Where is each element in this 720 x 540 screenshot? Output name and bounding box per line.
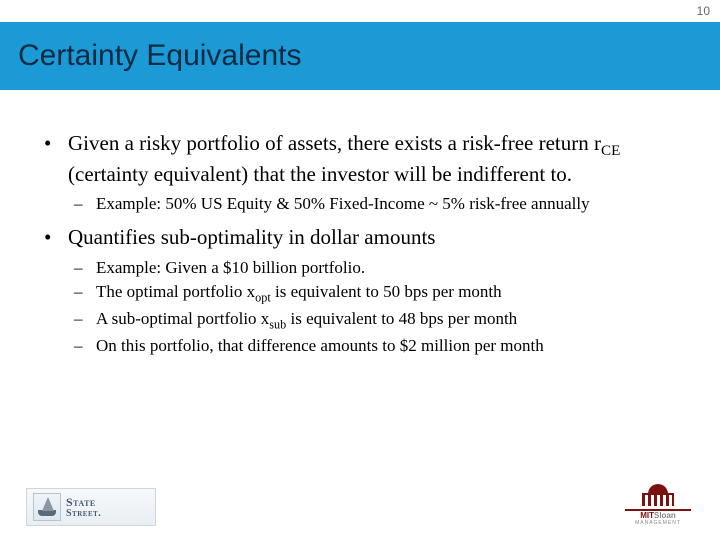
slide-title: Certainty Equivalents — [18, 39, 301, 73]
subscript: opt — [255, 291, 271, 305]
sub-bullet-list: Example: 50% US Equity & 50% Fixed-Incom… — [68, 193, 690, 216]
bullet-item: Given a risky portfolio of assets, there… — [40, 130, 690, 216]
mitsloan-sub: MANAGEMENT — [635, 520, 681, 526]
statestreet-text: State Street. — [66, 496, 101, 519]
mitsloan-logo: MITSloan MANAGEMENT — [622, 484, 694, 526]
footer: State Street. MITSloan MANAGEMENT — [0, 482, 720, 526]
subscript: CE — [601, 143, 620, 159]
title-bar: Certainty Equivalents — [0, 22, 720, 90]
sloan-label: Sloan — [654, 511, 676, 520]
statestreet-line1: State — [66, 496, 101, 508]
sub-bullet-list: Example: Given a $10 billion portfolio.T… — [68, 257, 690, 359]
sub-bullet-item: The optimal portfolio xopt is equivalent… — [68, 281, 690, 306]
bullet-list: Given a risky portfolio of assets, there… — [40, 130, 690, 358]
slide-body: Given a risky portfolio of assets, there… — [40, 130, 690, 366]
sub-bullet-item: Example: Given a $10 billion portfolio. — [68, 257, 690, 280]
dome-icon — [638, 484, 678, 508]
subscript: sub — [269, 318, 286, 332]
mitsloan-text: MITSloan — [640, 511, 676, 520]
statestreet-logo: State Street. — [26, 488, 156, 526]
statestreet-line2: Street. — [66, 509, 101, 519]
ship-icon — [33, 493, 61, 521]
bullet-item: Quantifies sub-optimality in dollar amou… — [40, 224, 690, 358]
sub-bullet-item: On this portfolio, that difference amoun… — [68, 335, 690, 358]
sub-bullet-item: Example: 50% US Equity & 50% Fixed-Incom… — [68, 193, 690, 216]
mit-label: MIT — [640, 511, 654, 520]
slide-number: 10 — [697, 4, 710, 18]
sub-bullet-item: A sub-optimal portfolio xsub is equivale… — [68, 308, 690, 333]
